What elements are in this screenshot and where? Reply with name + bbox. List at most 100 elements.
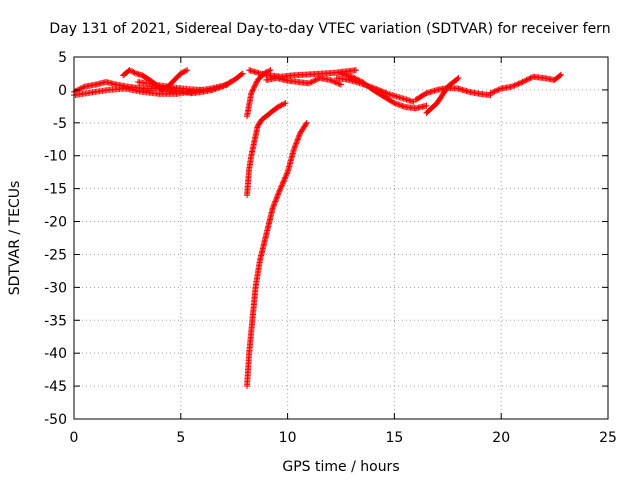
data-point — [272, 197, 279, 204]
data-point — [281, 177, 288, 184]
data-point — [252, 82, 259, 89]
y-tick-label: 0 — [58, 83, 67, 99]
data-point — [423, 102, 430, 109]
data-point — [263, 69, 270, 76]
data-point — [182, 67, 189, 74]
data-point — [177, 70, 184, 77]
data-point — [77, 85, 84, 92]
data-point — [278, 183, 285, 190]
data-point — [491, 88, 498, 95]
data-point — [350, 74, 357, 81]
data-point — [327, 77, 334, 84]
data-point — [253, 79, 260, 86]
data-point — [309, 78, 316, 85]
data-point — [269, 205, 276, 212]
data-point — [352, 67, 359, 74]
data-point — [454, 75, 461, 82]
data-point — [291, 146, 298, 153]
data-point — [180, 69, 187, 76]
series-arc-h — [333, 75, 417, 105]
x-axis-title: GPS time / hours — [282, 459, 399, 475]
data-point — [488, 89, 495, 96]
data-point — [455, 75, 462, 82]
data-point — [303, 119, 310, 126]
data-point — [272, 198, 279, 205]
y-tick-label: -10 — [44, 149, 67, 165]
data-point — [283, 171, 290, 178]
series-arc-g — [338, 70, 430, 112]
data-point — [329, 78, 336, 85]
data-point — [307, 79, 314, 86]
data-point — [281, 175, 288, 182]
data-point — [496, 86, 503, 93]
data-point — [524, 76, 531, 83]
data-point — [328, 77, 335, 84]
data-point — [295, 135, 302, 142]
data-point — [131, 69, 138, 76]
data-point — [558, 71, 565, 78]
data-point — [273, 194, 280, 201]
data-point — [129, 68, 136, 75]
data-point — [282, 174, 289, 181]
data-point — [494, 87, 501, 94]
data-point — [158, 86, 165, 93]
data-point — [279, 181, 286, 188]
series-arc-d — [135, 79, 206, 93]
data-point — [279, 101, 286, 108]
data-point — [296, 131, 303, 138]
data-point — [238, 71, 245, 78]
data-point — [519, 79, 526, 86]
data-point — [184, 67, 191, 74]
data-point — [510, 83, 517, 90]
data-point — [261, 70, 268, 77]
data-point — [372, 85, 379, 92]
data-point — [80, 84, 87, 91]
data-point — [422, 90, 429, 97]
data-point — [383, 90, 390, 97]
data-point — [492, 87, 499, 94]
data-point — [274, 193, 281, 200]
y-tick-label: -30 — [44, 280, 67, 296]
data-point — [379, 88, 386, 95]
chart-title: Day 131 of 2021, Sidereal Day-to-day VTE… — [49, 21, 610, 37]
grid — [74, 57, 608, 419]
x-tick-label: 10 — [279, 430, 297, 446]
data-point — [281, 100, 288, 107]
data-point — [511, 82, 518, 89]
data-point — [181, 68, 188, 75]
data-point — [293, 140, 300, 147]
data-point — [277, 102, 284, 109]
data-point — [514, 81, 521, 88]
data-point — [348, 73, 355, 80]
data-point — [270, 204, 277, 211]
series-dip-2 — [244, 119, 310, 390]
data-point — [487, 90, 494, 97]
data-point — [526, 75, 533, 82]
data-point — [336, 81, 343, 88]
data-point — [308, 79, 315, 86]
data-point — [515, 80, 522, 87]
data-point — [293, 139, 300, 146]
data-point — [270, 202, 277, 209]
series-arc-f — [263, 75, 344, 88]
y-tick-label: -25 — [44, 247, 67, 263]
ticks: 0 5 10 15 20 25 5 0 -5 -10 -15 -20 -25 -30 -35 -40 -45 -5… — [44, 50, 617, 446]
data-point — [248, 88, 255, 95]
data-point — [273, 195, 280, 202]
data-point — [296, 132, 303, 139]
data-point — [271, 201, 278, 208]
data-point — [278, 102, 285, 109]
data-point — [294, 136, 301, 143]
data-point — [376, 87, 383, 94]
data-point — [130, 69, 137, 76]
data-point — [338, 81, 344, 88]
data-point — [312, 77, 319, 84]
data-point — [248, 90, 255, 97]
data-point — [490, 89, 497, 96]
data-point — [381, 89, 388, 96]
data-point — [303, 121, 310, 128]
data-point — [277, 184, 284, 191]
data-point — [295, 133, 302, 140]
x-tick-label: 20 — [492, 430, 510, 446]
